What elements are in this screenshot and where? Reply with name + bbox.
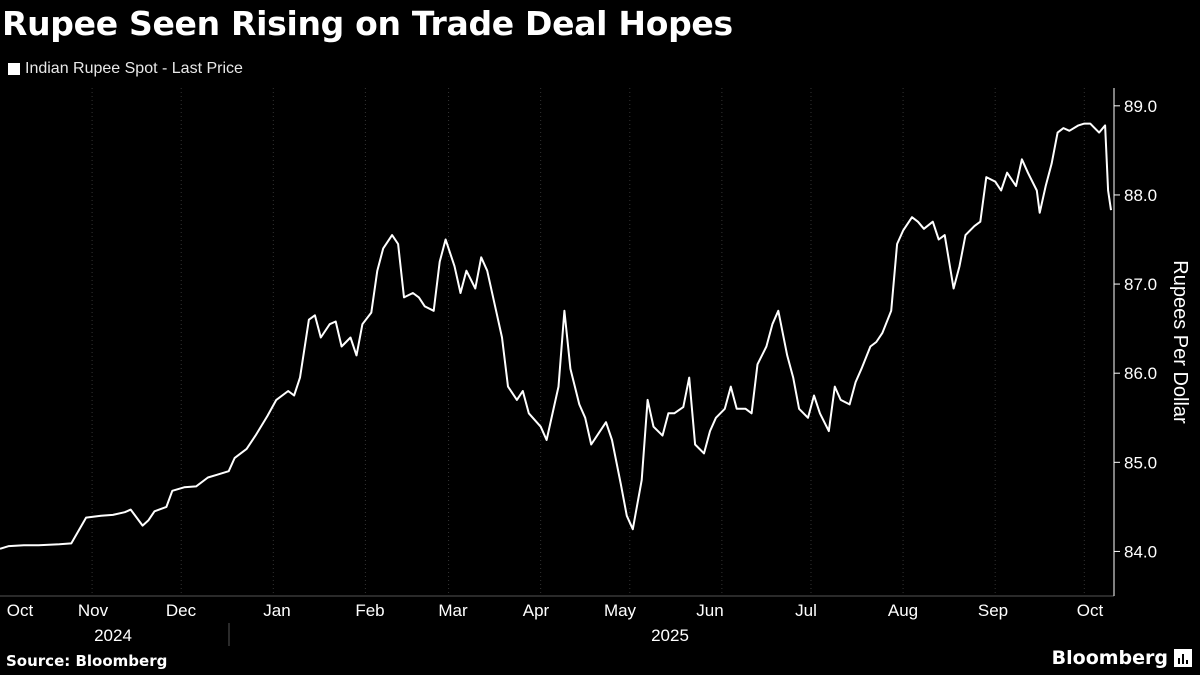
y-tick-label: 88.0	[1124, 186, 1157, 205]
x-tick-label: Sep	[978, 601, 1008, 620]
x-tick-label: Jan	[263, 601, 290, 620]
y-axis-label: Rupees Per Dollar	[1169, 260, 1191, 424]
x-tick-label: May	[604, 601, 637, 620]
y-tick-label: 86.0	[1124, 364, 1157, 383]
series-line	[0, 122, 1112, 550]
x-tick-label: Nov	[78, 601, 109, 620]
x-tick-label: Jun	[696, 601, 723, 620]
x-tick-label: Dec	[166, 601, 197, 620]
chart-logo-icon	[1174, 649, 1192, 667]
chart-title: Rupee Seen Rising on Trade Deal Hopes	[2, 4, 733, 43]
brand: Bloomberg	[1052, 647, 1192, 669]
x-tick-label: Jul	[795, 601, 817, 620]
plot-area	[0, 122, 1112, 550]
legend: Indian Rupee Spot - Last Price	[8, 60, 243, 78]
y-tick-label: 85.0	[1124, 453, 1157, 472]
x-tick-label: Oct	[1077, 601, 1104, 620]
x-tick-label: Feb	[355, 601, 384, 620]
x-tick-label: Oct	[7, 601, 34, 620]
legend-swatch	[8, 63, 20, 75]
source-note: Source: Bloomberg	[6, 652, 168, 670]
x-year-label: 2025	[651, 626, 689, 645]
legend-label: Indian Rupee Spot - Last Price	[25, 60, 243, 77]
x-tick-label: Apr	[523, 601, 550, 620]
x-tick-label: Mar	[438, 601, 468, 620]
y-tick-label: 84.0	[1124, 542, 1157, 561]
x-year-label: 2024	[94, 626, 132, 645]
brand-name: Bloomberg	[1051, 647, 1168, 669]
chart-axes: 84.0 85.0 86.0 87.0 88.0 89.0 Rupees Per Dolla…	[0, 88, 1191, 646]
y-tick-label: 89.0	[1124, 97, 1157, 116]
y-tick-label: 87.0	[1124, 275, 1157, 294]
x-tick-label: Aug	[888, 601, 918, 620]
